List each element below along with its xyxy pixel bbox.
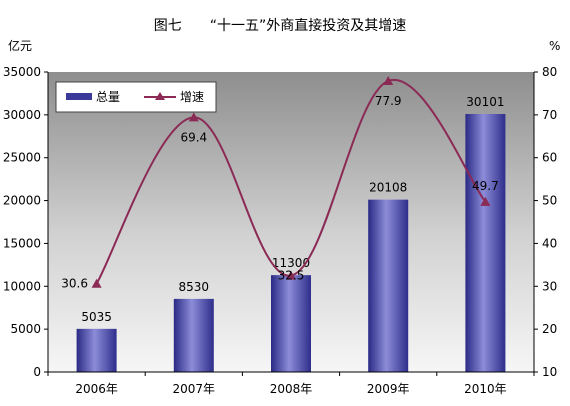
axes-group: 0 5000 10000 15000 20000 25000 30000 35000 10 20 3… — [3, 65, 557, 396]
growth-data-label: 32.5 — [278, 269, 305, 283]
bar — [173, 298, 214, 372]
growth-data-label: 69.4 — [180, 130, 207, 144]
y-right-tick-label: 50 — [542, 194, 557, 208]
growth-data-label: 30.6 — [61, 277, 88, 291]
growth-data-label: 77.9 — [375, 94, 402, 108]
legend-box — [55, 81, 217, 113]
y-right-tick-label: 60 — [542, 151, 557, 165]
growth-line-group: 30.6 69.4 32.5 77.9 49.7 — [61, 76, 499, 291]
y-left-tick-label: 10000 — [3, 279, 41, 293]
x-tick-label: 2009年 — [367, 382, 410, 396]
bar — [368, 199, 409, 372]
y-left-tick-label: 35000 — [3, 65, 41, 79]
y-left-tick-label: 5000 — [10, 322, 41, 336]
legend-line-label: 增速 — [180, 90, 204, 104]
chart-title: 图七 “十一五”外商直接投资及其增速 — [154, 17, 407, 34]
growth-marker — [188, 112, 199, 122]
growth-marker — [383, 76, 394, 85]
y-left-tick-label: 30000 — [3, 108, 41, 122]
legend: 总量 增速 — [55, 81, 217, 113]
y-left-tick-label: 25000 — [3, 151, 41, 165]
y-right-tick-label: 70 — [542, 108, 557, 122]
y-left-tick-label: 15000 — [3, 236, 41, 250]
bar — [465, 113, 506, 373]
bar — [271, 275, 311, 372]
y-right-axis-label: % — [549, 39, 560, 53]
x-tick-label: 2010年 — [464, 382, 507, 396]
y-right-tick-label: 80 — [542, 65, 557, 79]
growth-data-label: 49.7 — [472, 179, 499, 193]
y-right-tick-label: 40 — [542, 236, 557, 250]
y-left-tick-label: 0 — [33, 365, 41, 379]
legend-bar-label: 总量 — [96, 90, 120, 104]
bar — [76, 328, 117, 372]
bar-data-label: 20108 — [369, 181, 407, 195]
legend-line-marker — [155, 92, 165, 100]
bar-data-label: 30101 — [466, 95, 504, 109]
y-left-axis-label: 亿元 — [8, 38, 32, 53]
bar-data-label: 8530 — [179, 280, 210, 294]
bars-group: 5035 8530 11300 20108 30101 — [76, 95, 506, 373]
y-left-tick-label: 20000 — [3, 194, 41, 208]
bar-data-label: 11300 — [272, 256, 310, 270]
growth-marker — [480, 196, 491, 206]
y-right-tick-label: 30 — [542, 279, 557, 293]
x-tick-label: 2006年 — [75, 382, 118, 396]
bar-data-label: 5035 — [81, 310, 112, 324]
legend-bar-swatch — [66, 93, 92, 100]
y-right-tick-label: 20 — [542, 322, 557, 336]
x-tick-label: 2007年 — [173, 382, 216, 396]
growth-marker — [91, 278, 102, 288]
growth-marker — [286, 270, 296, 280]
y-right-tick-label: 10 — [542, 365, 557, 379]
x-tick-label: 2008年 — [270, 382, 313, 396]
